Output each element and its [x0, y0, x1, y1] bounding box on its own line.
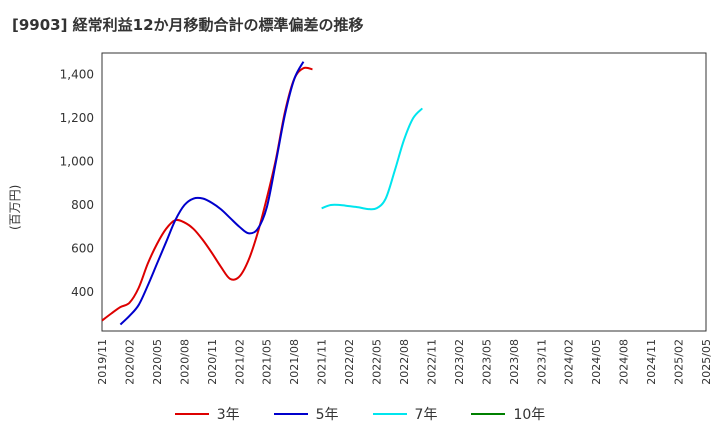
x-tick-label: 2023/02: [453, 339, 466, 385]
label-layer: 400 600 800 1,000 1,200 1,400 2019/11 2020/02 20…: [60, 68, 713, 385]
plot-frame: [101, 52, 707, 332]
legend-item: 5年: [273, 404, 339, 424]
x-tick-label: 2022/08: [398, 339, 411, 385]
x-tick-label: 2023/05: [480, 339, 493, 385]
axis-layer: [101, 52, 707, 332]
legend-label: 10年: [513, 407, 546, 423]
legend-swatch: [174, 413, 209, 415]
series-layer: [101, 61, 424, 326]
x-tick-label: 2024/08: [618, 339, 631, 385]
legend-label: 5年: [315, 407, 339, 423]
legend-swatch: [471, 413, 506, 415]
x-tick-label: 2020/05: [151, 339, 164, 385]
legend-swatch: [372, 413, 407, 415]
x-tick-label: 2021/11: [316, 339, 329, 385]
series-line-7年: [321, 107, 424, 211]
y-tick-label: 1,200: [60, 111, 94, 125]
x-tick-label: 2023/08: [508, 339, 521, 385]
x-tick-label: 2020/11: [206, 339, 219, 385]
series-line-5年: [119, 61, 305, 326]
x-tick-label: 2022/02: [343, 339, 356, 385]
y-tick-label: 1,400: [60, 68, 94, 82]
x-tick-label: 2025/05: [700, 339, 713, 385]
x-tick-label: 2025/02: [673, 339, 686, 385]
y-tick-label: 1,000: [60, 155, 94, 169]
legend-swatch: [273, 413, 308, 415]
x-tick-label: 2022/05: [371, 339, 384, 385]
legend-item: 7年: [372, 404, 438, 424]
x-tick-label: 2021/02: [233, 339, 246, 385]
x-tick-label: 2024/05: [590, 339, 603, 385]
legend-item: 3年: [174, 404, 240, 424]
x-tick-label: 2020/02: [123, 339, 136, 385]
chart-legend: 3年 5年 7年 10年: [0, 404, 720, 424]
y-tick-label: 800: [71, 198, 94, 212]
y-tick-label: 600: [71, 241, 94, 255]
x-tick-label: 2024/02: [563, 339, 576, 385]
x-tick-label: 2022/11: [425, 339, 438, 385]
x-tick-label: 2023/11: [535, 339, 548, 385]
x-tick-label: 2024/11: [645, 339, 658, 385]
legend-label: 3年: [216, 407, 240, 423]
x-tick-label: 2019/11: [96, 339, 109, 385]
x-tick-label: 2021/05: [261, 339, 274, 385]
y-tick-label: 400: [71, 285, 94, 299]
x-tick-label: 2020/08: [178, 339, 191, 385]
x-tick-label: 2021/08: [288, 339, 301, 385]
legend-label: 7年: [414, 407, 438, 423]
chart-title: [9903] 経常利益12か月移動合計の標準偏差の推移: [12, 16, 364, 34]
legend-item: 10年: [471, 404, 545, 424]
